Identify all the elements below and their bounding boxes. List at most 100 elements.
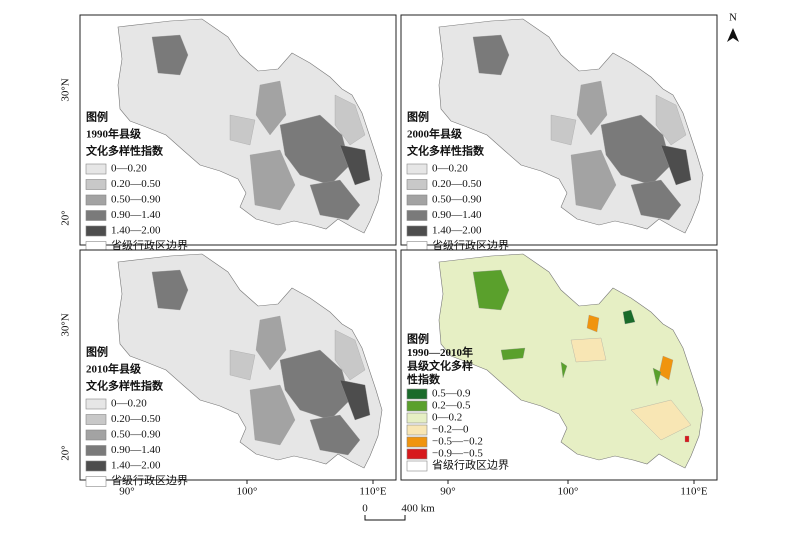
region-patch: [586, 314, 600, 333]
legend-subtitle: 1990—2010年: [407, 345, 473, 359]
region-patch: [339, 144, 371, 186]
x-axis-label: 100°: [558, 486, 579, 498]
legend-swatch: [406, 400, 428, 412]
legend-swatch: [406, 460, 428, 472]
legend-label: 1.40—2.00: [111, 225, 161, 237]
legend-swatch: [85, 163, 107, 175]
legend-label: 0.90—1.40: [111, 209, 161, 221]
region-patch: [652, 367, 662, 387]
legend-subtitle: 文化多样性指数: [86, 379, 164, 393]
y-axis-label: 20°: [60, 210, 72, 225]
legend-label: 0.20—0.50: [111, 178, 161, 190]
legend-swatch: [85, 210, 107, 221]
legend-subtitle: 性指数: [407, 372, 441, 386]
legend-swatch: [85, 429, 107, 441]
legend-label: 0—0.20: [432, 163, 468, 175]
legend-label: 省级行政区边界: [111, 473, 188, 487]
x-axis-label: 110°E: [359, 486, 386, 498]
region-patch: [229, 114, 256, 146]
region-patch: [570, 149, 617, 211]
region-patch: [249, 149, 296, 211]
north-label: N: [729, 12, 737, 24]
legend-subtitle: 县级文化多样: [407, 359, 473, 373]
region-patch: [151, 269, 189, 311]
legend-label: 1.40—2.00: [111, 460, 161, 472]
region-patch: [279, 114, 351, 186]
region-patch: [630, 179, 682, 221]
legend-subtitle: 2000年县级: [407, 127, 463, 141]
legend-swatch: [85, 194, 107, 206]
legend-swatch: [406, 424, 428, 436]
legend-subtitle: 文化多样性指数: [86, 144, 164, 158]
region-patch: [309, 179, 361, 221]
legend-title: 图例: [86, 110, 108, 124]
legend-swatch: [406, 179, 428, 190]
region-patch: [576, 80, 608, 136]
legend-swatch: [85, 445, 107, 456]
region-patch: [249, 384, 296, 446]
legend-subtitle: 2010年县级: [86, 362, 142, 376]
legend-label: 0.50—0.90: [111, 429, 161, 441]
legend-swatch: [406, 210, 428, 221]
legend-swatch: [406, 448, 428, 460]
legend-swatch: [406, 163, 428, 175]
legend-label: 省级行政区边界: [432, 458, 509, 472]
legend-label: 0.20—0.50: [111, 413, 161, 425]
y-axis-label: 30°N: [60, 313, 72, 336]
legend-swatch: [85, 460, 107, 472]
scale-start: 0: [362, 503, 368, 515]
legend-label: 0.5—0.9: [432, 388, 471, 400]
legend-swatch: [406, 225, 428, 237]
legend-subtitle: 文化多样性指数: [407, 144, 485, 158]
y-axis-label: 20°: [60, 445, 72, 460]
legend-swatch: [85, 414, 107, 425]
legend-swatch: [406, 194, 428, 206]
legend-label: 0.50—0.90: [432, 194, 482, 206]
legend-swatch: [85, 398, 107, 410]
legend-swatch: [406, 436, 428, 448]
legend-label: 0—0.2: [432, 412, 462, 424]
legend-swatch: [406, 412, 428, 424]
legend-title: 图例: [86, 345, 108, 359]
region-patch: [279, 349, 351, 421]
legend-label: 0.2—0.5: [432, 400, 471, 412]
region-patch: [600, 114, 672, 186]
legend-label: 1.40—2.00: [432, 225, 482, 237]
region-patch: [622, 309, 636, 325]
legend-label: 0—0.20: [111, 398, 147, 410]
legend-label: 省级行政区边界: [432, 238, 509, 252]
north-arrow: [727, 28, 739, 42]
legend-label: −0.9—−0.5: [432, 448, 483, 460]
legend-label: 0.90—1.40: [432, 209, 482, 221]
region-patch: [655, 94, 687, 146]
legend-label: −0.5—−0.2: [432, 436, 483, 448]
region-patch: [339, 379, 371, 421]
legend-swatch: [85, 476, 107, 487]
legend-title: 图例: [407, 110, 429, 124]
region-patch: [309, 414, 361, 456]
region-patch: [570, 337, 607, 363]
legend-label: 0—0.20: [111, 163, 147, 175]
legend-title: 图例: [407, 332, 429, 346]
region-patch: [151, 34, 189, 76]
legend-swatch: [85, 225, 107, 237]
legend-label: 0.20—0.50: [432, 178, 482, 190]
legend-label: 省级行政区边界: [111, 238, 188, 252]
region-patch: [334, 329, 366, 381]
region-patch: [334, 94, 366, 146]
legend-label: −0.2—0: [432, 424, 469, 436]
region-patch: [684, 435, 690, 443]
region-patch: [560, 361, 568, 379]
region-patch: [658, 355, 674, 381]
legend-subtitle: 1990年县级: [86, 127, 142, 141]
region-patch: [472, 34, 510, 76]
region-patch: [550, 114, 577, 146]
region-patch: [255, 315, 287, 371]
legend-label: 0.50—0.90: [111, 194, 161, 206]
region-patch: [472, 269, 510, 311]
region-patch: [660, 144, 692, 186]
